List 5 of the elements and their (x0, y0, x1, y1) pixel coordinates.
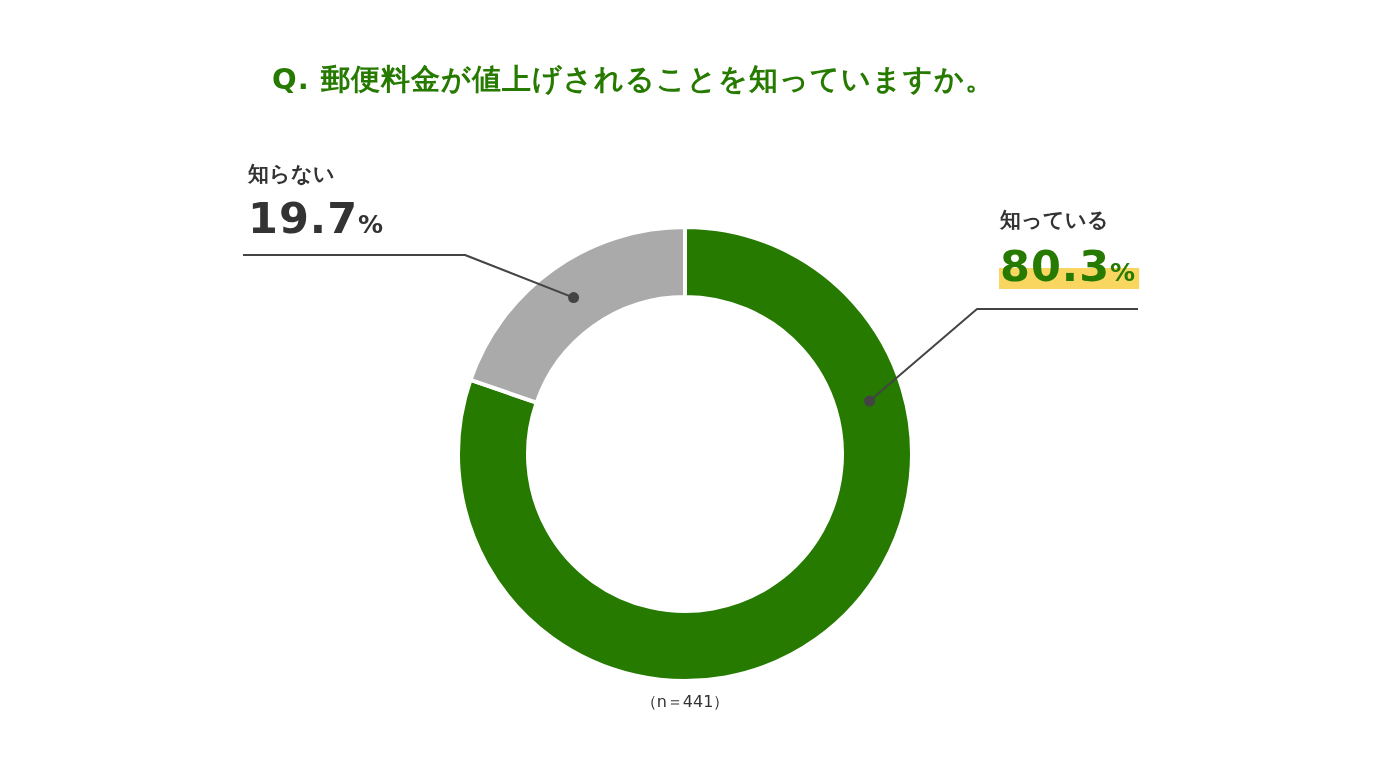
slice-label: 知らない (247, 162, 335, 186)
slice-label: 知っている (999, 208, 1109, 232)
chart-title: Q. 郵便料金が値上げされることを知っていますか。 (272, 61, 995, 98)
data-label: 19.7% (248, 193, 385, 243)
text: （n＝441） (639, 691, 731, 713)
